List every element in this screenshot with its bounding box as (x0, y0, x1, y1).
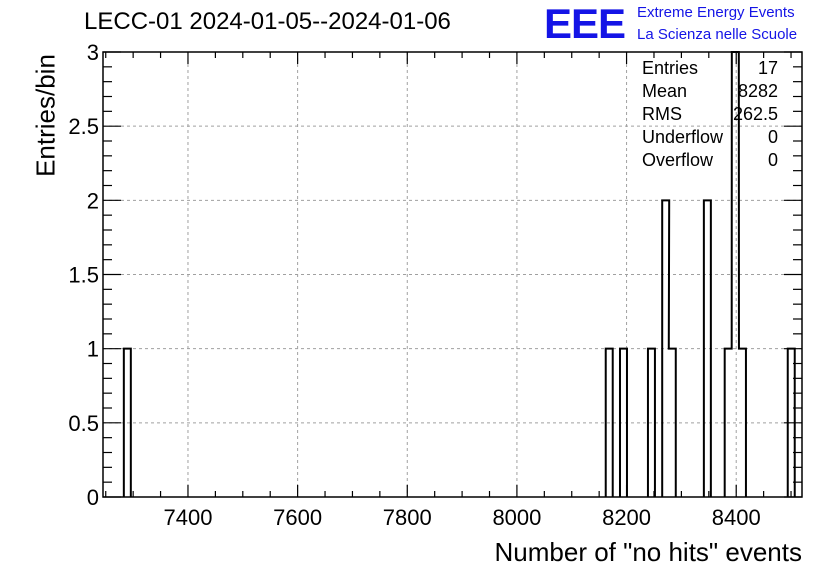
histogram-bin (704, 200, 711, 497)
logo-line-1: Extreme Energy Events (637, 4, 795, 21)
logo-line-2: La Scienza nelle Scuole (637, 26, 798, 43)
stat-key: RMS (642, 104, 682, 124)
histogram-bin (662, 200, 669, 497)
x-tick-label: 7600 (273, 505, 322, 530)
y-tick-label: 1 (87, 337, 99, 362)
stat-key: Overflow (642, 150, 714, 170)
stat-value: 0 (767, 150, 778, 170)
stats-box: Entries 17 Mean 8282 RMS 262.5 Underflow… (642, 58, 778, 173)
histogram-bin (739, 349, 746, 497)
stat-value: 17 (757, 58, 778, 78)
stat-value: 8282 (737, 81, 778, 101)
x-tick-label: 7400 (163, 505, 212, 530)
histogram-bin (606, 349, 613, 497)
y-tick-label: 0 (87, 485, 99, 510)
histogram-bin (725, 349, 732, 497)
stat-key: Entries (642, 58, 699, 78)
y-tick-label: 2.5 (68, 114, 99, 139)
histogram-bin (124, 349, 131, 497)
stat-value: 262.5 (732, 104, 778, 124)
y-tick-label: 0.5 (68, 411, 99, 436)
stat-row-underflow: Underflow 0 (642, 127, 778, 150)
histogram-bin (648, 349, 655, 497)
stat-row-entries: Entries 17 (642, 58, 778, 81)
histogram-bin (669, 349, 676, 497)
chart-title: LECC-01 2024-01-05--2024-01-06 (84, 8, 451, 35)
x-tick-label: 8000 (492, 505, 541, 530)
stat-value: 0 (767, 127, 778, 147)
x-tick-label: 7800 (383, 505, 432, 530)
histogram-bin (620, 349, 627, 497)
x-axis-label: Number of "no hits" events (494, 537, 803, 567)
stat-key: Mean (642, 81, 688, 101)
stat-row-mean: Mean 8282 (642, 81, 778, 104)
stat-row-overflow: Overflow 0 (642, 150, 778, 173)
y-tick-label: 2 (87, 188, 99, 213)
y-tick-label: 1.5 (68, 263, 99, 288)
x-tick-label: 8400 (712, 505, 761, 530)
x-tick-label: 8200 (602, 505, 651, 530)
eee-logo: EEE (544, 0, 626, 47)
y-axis-label: Entries/bin (30, 54, 61, 177)
stat-key: Underflow (642, 127, 724, 147)
stat-row-rms: RMS 262.5 (642, 104, 778, 127)
y-tick-label: 3 (87, 40, 99, 65)
